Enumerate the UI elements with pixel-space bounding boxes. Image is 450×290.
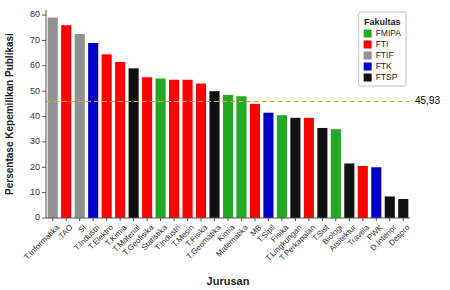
y-tick: [42, 218, 46, 219]
x-tick: [214, 218, 215, 221]
legend-swatch: [364, 52, 372, 60]
x-tick: [241, 218, 242, 221]
y-tick-label: 10: [30, 187, 40, 197]
legend: FakultasFMIPAFTIFTIFFTKFTSP: [359, 12, 406, 86]
x-tick: [335, 218, 336, 221]
y-tick-label: 60: [30, 60, 40, 70]
legend-label: FMIPA: [376, 28, 402, 38]
y-tick: [42, 116, 46, 117]
bar: [358, 166, 368, 218]
x-tick: [187, 218, 188, 221]
y-tick-label: 80: [30, 9, 40, 19]
bar: [209, 91, 219, 218]
legend-label: FTIF: [376, 50, 394, 60]
x-tick: [160, 218, 161, 221]
y-tick-label: 40: [30, 111, 40, 121]
bar: [48, 18, 58, 218]
bar: [236, 96, 246, 218]
x-tick: [268, 218, 269, 221]
x-tick-label: Matematika: [214, 223, 250, 259]
x-tick: [201, 218, 202, 221]
x-tick-label: TAO: [57, 223, 75, 241]
x-tick: [133, 218, 134, 221]
y-tick-label: 50: [30, 86, 40, 96]
y-tick: [42, 15, 46, 16]
bar: [371, 167, 381, 218]
bar: [263, 113, 273, 218]
bar: [61, 25, 71, 218]
x-tick-label: Despro: [387, 223, 412, 248]
y-tick-label: 70: [30, 35, 40, 45]
x-tick: [147, 218, 148, 221]
x-tick: [106, 218, 107, 221]
bar: [304, 118, 314, 218]
x-tick: [362, 218, 363, 221]
bar: [331, 129, 341, 218]
x-tick: [228, 218, 229, 221]
bar: [317, 128, 327, 218]
y-tick-label: 0: [35, 212, 40, 222]
legend-label: FTI: [376, 39, 389, 49]
x-tick: [254, 218, 255, 221]
legend-swatch: [364, 74, 372, 82]
bar: [75, 34, 85, 218]
x-tick: [403, 218, 404, 221]
legend-label: FTK: [376, 61, 392, 71]
legend-frame: [359, 12, 406, 86]
legend-title: Fakultas: [364, 17, 401, 27]
bar: [169, 80, 179, 218]
bars: [48, 18, 409, 218]
bar: [277, 115, 287, 218]
y-tick: [42, 167, 46, 168]
y-tick: [42, 141, 46, 142]
y-tick: [42, 40, 46, 41]
reference-line: [46, 101, 410, 102]
bar: [223, 95, 233, 218]
x-tick: [281, 218, 282, 221]
x-tick: [52, 218, 53, 221]
x-tick: [322, 218, 323, 221]
x-tick: [389, 218, 390, 221]
bar: [196, 84, 206, 218]
x-tick: [93, 218, 94, 221]
bar: [115, 62, 125, 218]
bar: [88, 43, 98, 218]
x-tick: [66, 218, 67, 221]
chart: 0102030405060708045,93T.InformatikaTAOSI…: [0, 0, 450, 290]
y-axis-label: Persentase Kepemilikan Publikasi: [4, 33, 15, 195]
y-tick: [42, 192, 46, 193]
y-tick: [42, 91, 46, 92]
legend-swatch: [364, 41, 372, 49]
x-tick: [120, 218, 121, 221]
legend-swatch: [364, 30, 372, 38]
x-tick: [349, 218, 350, 221]
reference-label: 45,93: [415, 95, 440, 106]
y-axis: [46, 10, 47, 218]
legend-label: FTSP: [376, 72, 398, 82]
y-tick-label: 30: [30, 136, 40, 146]
bar: [290, 118, 300, 218]
legend-swatch: [364, 63, 372, 71]
bar: [385, 196, 395, 218]
x-tick: [308, 218, 309, 221]
bar: [156, 78, 166, 218]
x-tick: [174, 218, 175, 221]
x-tick: [376, 218, 377, 221]
bar: [250, 104, 260, 218]
bar: [344, 163, 354, 218]
bar: [183, 80, 193, 218]
x-tick: [79, 218, 80, 221]
x-tick-label: T.Informatika: [22, 223, 61, 262]
bar: [129, 68, 139, 218]
y-tick: [42, 65, 46, 66]
bar: [142, 77, 152, 218]
bar: [102, 54, 112, 218]
x-axis-label: Jurusan: [207, 275, 250, 287]
bar: [398, 199, 408, 218]
y-tick-label: 20: [30, 162, 40, 172]
x-tick-label: T.Perkapalan: [278, 223, 317, 262]
x-tick: [295, 218, 296, 221]
